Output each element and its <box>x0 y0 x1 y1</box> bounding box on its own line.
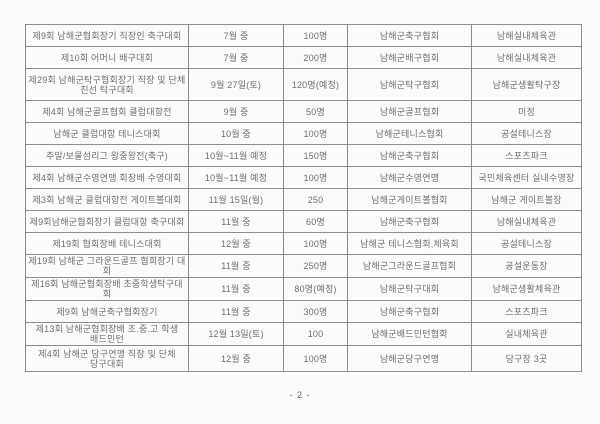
venue-cell: 남해실내체육관 <box>471 210 582 233</box>
venue-cell: 남해군생활탁구장 <box>471 68 582 101</box>
organizer-cell: 남해군탁구협회 <box>347 68 472 101</box>
venue-cell: 국민체육센터 실내수영장 <box>471 166 582 189</box>
count-cell: 100 <box>283 322 348 346</box>
organizer-cell: 남해군축구협회 <box>347 144 472 167</box>
organizer-cell: 남해군탁구대회 <box>347 277 472 301</box>
count-cell: 250명 <box>283 254 348 278</box>
count-cell: 100명 <box>283 232 348 255</box>
venue-cell: 스포츠파크 <box>471 144 582 167</box>
event-name-cell: 제10회 어머니 배구대회 <box>25 46 189 69</box>
count-cell: 80명(예정) <box>283 277 348 301</box>
event-name-cell: 제9회남해군협회장기 클럽대항 축구대회 <box>25 210 189 233</box>
event-name-cell: 제16회 남해군협회장배 초중학생탁구대회 <box>25 277 189 301</box>
date-cell: 11월 중 <box>188 277 284 301</box>
table-row: 제16회 남해군협회장배 초중학생탁구대회 11월 중 80명(예정) 남해군탁… <box>25 277 582 301</box>
event-name-cell: 제19회 남해군 그라운드골프 협회장기 대회 <box>25 254 189 278</box>
page-number: - 2 - <box>289 390 311 400</box>
organizer-cell: 남해군그라운드골프협회 <box>347 254 472 278</box>
date-cell: 9월 27일(토) <box>188 68 284 101</box>
venue-cell: 실내체육관 <box>471 322 582 346</box>
organizer-cell: 남해군게이트볼협회 <box>347 188 472 211</box>
count-cell: 250 <box>283 188 348 211</box>
organizer-cell: 남해군골프협회 <box>347 100 472 123</box>
event-name-cell: 제4회 남해군수영연맹 회장배 수영대회 <box>25 166 189 189</box>
venue-cell: 스포츠파크 <box>471 300 582 323</box>
date-cell: 12월 중 <box>188 232 284 255</box>
count-cell: 60명 <box>283 210 348 233</box>
count-cell: 100명 <box>283 122 348 145</box>
venue-cell: 공설테니스장 <box>471 122 582 145</box>
organizer-cell: 남해군축구협회 <box>347 24 472 47</box>
date-cell: 11월 중 <box>188 300 284 323</box>
organizer-cell: 남해군테니스협회 <box>347 122 472 145</box>
date-cell: 7월 중 <box>188 46 284 69</box>
venue-cell: 공설운동장 <box>471 254 582 278</box>
venue-cell: 공설테니스장 <box>471 232 582 255</box>
venue-cell: 남해군생활체육관 <box>471 277 582 301</box>
organizer-cell: 남해군 테니스협회,체육회 <box>347 232 472 255</box>
date-cell: 10월~11월 예정 <box>188 144 284 167</box>
organizer-cell: 남해군배드민턴협회 <box>347 322 472 346</box>
table-row: 제4회 남해군골프협회 클럽대항전 9월 중 50명 남해군골프협회 미정 <box>25 100 582 123</box>
table-row: 주말/보물섬리그 왕중왕전(축구) 10월~11월 예정 150명 남해군축구협… <box>25 144 582 167</box>
count-cell: 100명 <box>283 166 348 189</box>
table-row: 제9회 남해군협회장기 직장인 축구대회 7월 중 100명 남해군축구협회 남… <box>25 24 582 47</box>
count-cell: 50명 <box>283 100 348 123</box>
count-cell: 120명(예정) <box>283 68 348 101</box>
venue-cell: 당구장 3곳 <box>471 345 582 372</box>
count-cell: 100명 <box>283 345 348 372</box>
event-name-cell: 제4회 남해군 당구연맹 직장 및 단체 당구대회 <box>25 345 189 372</box>
event-name-cell: 제19회 협회장배 테니스대회 <box>25 232 189 255</box>
date-cell: 10월~11월 예정 <box>188 166 284 189</box>
events-table: 제9회 남해군협회장기 직장인 축구대회 7월 중 100명 남해군축구협회 남… <box>25 24 582 372</box>
date-cell: 11월 중 <box>188 254 284 278</box>
table-row: 제19회 협회장배 테니스대회 12월 중 100명 남해군 테니스협회,체육회… <box>25 232 582 255</box>
count-cell: 300명 <box>283 300 348 323</box>
event-name-cell: 남해군 클럽대항 테니스대회 <box>25 122 189 145</box>
table-row: 제13회 남해군협회장배 초.중.고 학생 배드민턴 12월 13일(토) 10… <box>25 322 582 346</box>
event-name-cell: 제9회 남해군협회장기 직장인 축구대회 <box>25 24 189 47</box>
date-cell: 7월 중 <box>188 24 284 47</box>
organizer-cell: 남해군축구협회 <box>347 300 472 323</box>
venue-cell: 남해실내체육관 <box>471 46 582 69</box>
table-row: 제10회 어머니 배구대회 7월 중 200명 남해군배구협회 남해실내체육관 <box>25 46 582 69</box>
organizer-cell: 남해군당구연맹 <box>347 345 472 372</box>
date-cell: 9월 중 <box>188 100 284 123</box>
venue-cell: 남해군 게이트볼장 <box>471 188 582 211</box>
table-row: 제4회 남해군수영연맹 회장배 수영대회 10월~11월 예정 100명 남해군… <box>25 166 582 189</box>
date-cell: 12월 13일(토) <box>188 322 284 346</box>
count-cell: 150명 <box>283 144 348 167</box>
table-row: 남해군 클럽대항 테니스대회 10월 중 100명 남해군테니스협회 공설테니스… <box>25 122 582 145</box>
organizer-cell: 남해군배구협회 <box>347 46 472 69</box>
venue-cell: 미정 <box>471 100 582 123</box>
event-name-cell: 주말/보물섬리그 왕중왕전(축구) <box>25 144 189 167</box>
table-row: 제3회 남해군 클럽대항전 게이트볼대회 11월 15일(월) 250 남해군게… <box>25 188 582 211</box>
organizer-cell: 남해군수영연맹 <box>347 166 472 189</box>
date-cell: 12월 중 <box>188 345 284 372</box>
count-cell: 200명 <box>283 46 348 69</box>
date-cell: 10월 중 <box>188 122 284 145</box>
date-cell: 11월 15일(월) <box>188 188 284 211</box>
organizer-cell: 남해군축구협회 <box>347 210 472 233</box>
date-cell: 11월 중 <box>188 210 284 233</box>
table-row: 제19회 남해군 그라운드골프 협회장기 대회 11월 중 250명 남해군그라… <box>25 254 582 278</box>
count-cell: 100명 <box>283 24 348 47</box>
table-row: 제9회남해군협회장기 클럽대항 축구대회 11월 중 60명 남해군축구협회 남… <box>25 210 582 233</box>
event-name-cell: 제29회 남해군탁구협회장기 직장 및 단체 친선 탁구대회 <box>25 68 189 101</box>
event-name-cell: 제3회 남해군 클럽대항전 게이트볼대회 <box>25 188 189 211</box>
event-name-cell: 제4회 남해군골프협회 클럽대항전 <box>25 100 189 123</box>
event-name-cell: 제13회 남해군협회장배 초.중.고 학생 배드민턴 <box>25 322 189 346</box>
event-name-cell: 제9회 남해군축구협회장기 <box>25 300 189 323</box>
venue-cell: 남해실내체육관 <box>471 24 582 47</box>
table-row: 제4회 남해군 당구연맹 직장 및 단체 당구대회 12월 중 100명 남해군… <box>25 345 582 372</box>
table-row: 제9회 남해군축구협회장기 11월 중 300명 남해군축구협회 스포츠파크 <box>25 300 582 323</box>
table-row: 제29회 남해군탁구협회장기 직장 및 단체 친선 탁구대회 9월 27일(토)… <box>25 68 582 101</box>
